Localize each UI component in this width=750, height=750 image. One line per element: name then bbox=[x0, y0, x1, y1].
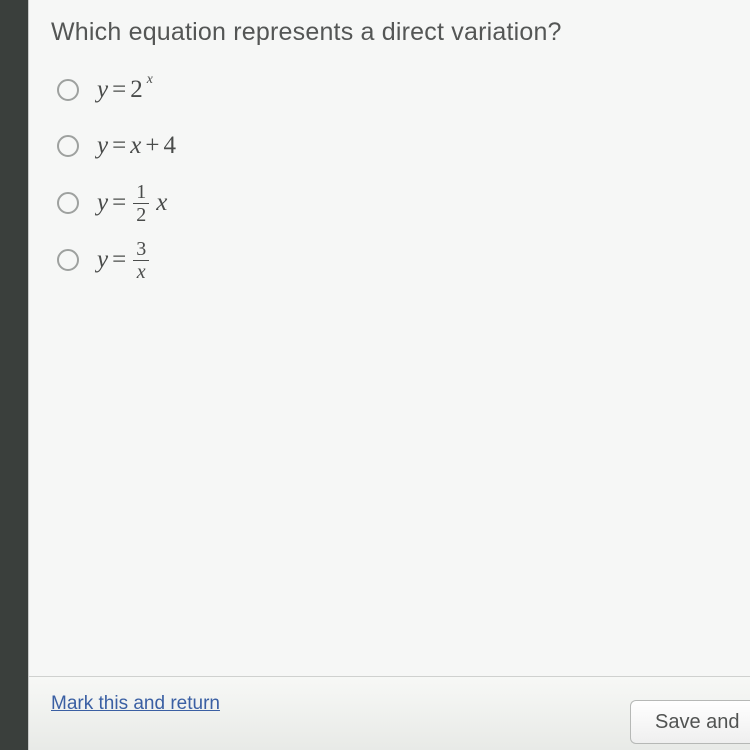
lhs: y bbox=[97, 76, 108, 104]
equation: y = x + 4 bbox=[97, 132, 176, 160]
option-row[interactable]: y = 3 x bbox=[57, 238, 728, 281]
operator: + bbox=[145, 132, 159, 160]
mark-return-link[interactable]: Mark this and return bbox=[51, 693, 220, 715]
radio-icon[interactable] bbox=[57, 135, 79, 157]
equals-sign: = bbox=[112, 132, 126, 160]
equals-sign: = bbox=[112, 189, 126, 217]
equation: y = 2x bbox=[97, 76, 153, 104]
equals-sign: = bbox=[112, 76, 126, 104]
tail-term: x bbox=[156, 189, 167, 217]
option-row[interactable]: y = 1 2 x bbox=[57, 181, 728, 224]
fraction: 1 2 bbox=[133, 182, 149, 225]
term-b: 4 bbox=[163, 132, 176, 160]
term-a: x bbox=[130, 132, 141, 160]
equals-sign: = bbox=[112, 246, 126, 274]
question-panel: Which equation represents a direct varia… bbox=[28, 0, 750, 750]
equation: y = 3 x bbox=[97, 238, 152, 281]
fraction: 3 x bbox=[133, 239, 149, 282]
equation: y = 1 2 x bbox=[97, 181, 167, 224]
lhs: y bbox=[97, 246, 108, 274]
lhs: y bbox=[97, 132, 108, 160]
footer-bar: Mark this and return Save and bbox=[29, 676, 750, 750]
question-text: Which equation represents a direct varia… bbox=[51, 18, 728, 47]
save-button[interactable]: Save and bbox=[630, 700, 750, 744]
radio-icon[interactable] bbox=[57, 79, 79, 101]
lhs: y bbox=[97, 189, 108, 217]
save-button-label: Save and bbox=[655, 711, 740, 734]
numerator: 1 bbox=[133, 182, 149, 202]
radio-icon[interactable] bbox=[57, 192, 79, 214]
options-list: y = 2x y = x + 4 y = 1 2 bbox=[57, 69, 728, 281]
numerator: 3 bbox=[133, 239, 149, 259]
radio-icon[interactable] bbox=[57, 249, 79, 271]
exponent: x bbox=[147, 71, 153, 87]
option-row[interactable]: y = 2x bbox=[57, 69, 728, 111]
denominator: x bbox=[134, 262, 149, 282]
base: 2 bbox=[130, 76, 143, 104]
denominator: 2 bbox=[133, 205, 149, 225]
option-row[interactable]: y = x + 4 bbox=[57, 125, 728, 167]
